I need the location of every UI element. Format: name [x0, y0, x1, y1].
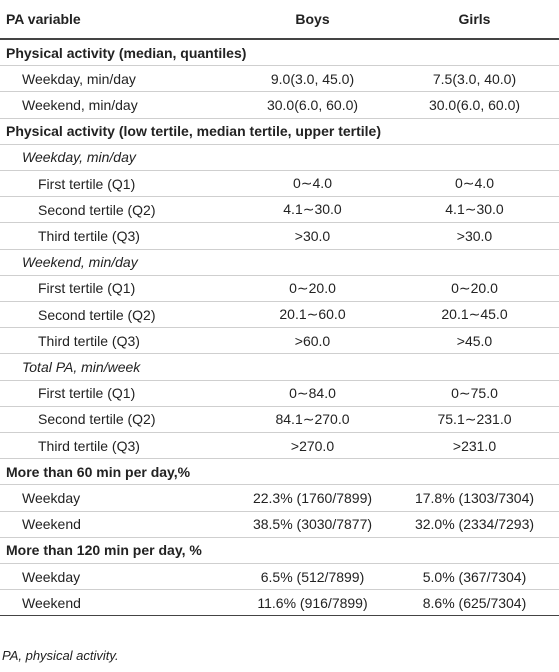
cell: 4.1∼30.0: [445, 201, 504, 218]
table-row: Weekend, min/day 30.0(6.0, 60.0) 30.0(6.0,…: [0, 92, 559, 119]
cell: 30.0(6.0, 60.0): [266, 96, 359, 113]
table-row: First tertile (Q1) 0∼84.0 0∼75.0: [0, 381, 559, 407]
cell: >270.0: [290, 437, 335, 454]
cell: Girls: [458, 11, 491, 27]
table-row: Weekend, min/day: [0, 250, 559, 276]
cell: 38.5% (3030/7877): [252, 516, 373, 533]
cell: Third tertile (Q3): [38, 437, 140, 454]
table-row: Weekend 38.5% (3030/7877) 32.0% (2334/7293…: [0, 512, 559, 538]
cell: >60.0: [294, 332, 331, 349]
cell: 8.6% (625/7304): [422, 594, 527, 611]
cell: 6.5% (512/7899): [260, 568, 365, 585]
cell: Weekday: [22, 489, 81, 506]
cell: 5.0% (367/7304): [422, 568, 527, 585]
table-row: Weekday, min/day 9.0(3.0, 45.0) 7.5(3.0, 4…: [0, 66, 559, 93]
table-row: First tertile (Q1) 0∼4.0 0∼4.0: [0, 171, 559, 198]
footnote: PA, physical activity.: [2, 648, 119, 663]
table-row: Weekend 11.6% (916/7899) 8.6% (625/7304): [0, 590, 559, 617]
table-row: Third tertile (Q3) >60.0 >45.0: [0, 328, 559, 355]
cell: Second tertile (Q2): [38, 306, 156, 323]
table-row: More than 120 min per day, %: [0, 538, 559, 564]
cell: Physical activity (median, quantiles): [6, 44, 247, 61]
cell: 20.1∼60.0: [279, 306, 346, 323]
cell: Physical activity (low tertile, median t…: [6, 123, 381, 140]
cell: PA variable: [6, 11, 81, 27]
cell: Weekend, min/day: [22, 254, 138, 271]
cell: Weekday, min/day: [22, 149, 136, 166]
cell: Third tertile (Q3): [38, 332, 140, 349]
table-row: Weekday 6.5% (512/7899) 5.0% (367/7304): [0, 564, 559, 591]
cell: 11.6% (916/7899): [257, 594, 368, 611]
table-row: More than 60 min per day,%: [0, 459, 559, 486]
cell: 0∼84.0: [289, 384, 336, 401]
cell: 0∼75.0: [451, 384, 498, 401]
cell: Third tertile (Q3): [38, 227, 140, 244]
cell: >231.0: [452, 437, 497, 454]
header-row: PA variable Boys Girls: [0, 0, 559, 40]
cell: 20.1∼45.0: [441, 306, 508, 323]
cell: 0∼4.0: [293, 175, 332, 192]
table-row: Physical activity (low tertile, median t…: [0, 119, 559, 145]
table-row: Third tertile (Q3) >270.0 >231.0: [0, 433, 559, 460]
cell: 30.0(6.0, 60.0): [428, 96, 521, 113]
cell: 17.8% (1303/7304): [414, 489, 535, 506]
cell: 32.0% (2334/7293): [414, 516, 535, 533]
cell: 7.5(3.0, 40.0): [432, 70, 517, 87]
table-row: Second tertile (Q2) 4.1∼30.0 4.1∼30.0: [0, 197, 559, 224]
table-row: Third tertile (Q3) >30.0 >30.0: [0, 223, 559, 250]
table-row: Weekday 22.3% (1760/7899) 17.8% (1303/7304…: [0, 485, 559, 512]
cell: Weekend, min/day: [22, 96, 138, 113]
table-row: Second tertile (Q2) 84.1∼270.0 75.1∼231.0: [0, 407, 559, 433]
cell: >30.0: [294, 227, 331, 244]
cell: First tertile (Q1): [38, 385, 136, 402]
cell: >30.0: [456, 227, 493, 244]
cell: Second tertile (Q2): [38, 201, 156, 218]
cell: Weekday: [22, 568, 81, 585]
cell: First tertile (Q1): [38, 175, 136, 192]
table-row: Second tertile (Q2) 20.1∼60.0 20.1∼45.0: [0, 302, 559, 329]
cell: 0∼20.0: [289, 279, 336, 296]
cell: Total PA, min/week: [22, 358, 141, 375]
cell: 0∼4.0: [455, 175, 494, 192]
cell: 22.3% (1760/7899): [252, 489, 373, 506]
cell: 84.1∼270.0: [275, 410, 350, 427]
cell: First tertile (Q1): [38, 280, 136, 297]
cell: >45.0: [456, 332, 493, 349]
cell: More than 120 min per day, %: [6, 542, 202, 559]
cell: 4.1∼30.0: [283, 201, 342, 218]
cell: Weekend: [22, 594, 81, 611]
cell: 0∼20.0: [451, 279, 498, 296]
cell: More than 60 min per day,%: [6, 463, 191, 480]
cell: Weekend: [22, 516, 81, 533]
table-row: Total PA, min/week: [0, 354, 559, 381]
table-row: Physical activity (median, quantiles): [0, 40, 559, 67]
cell: Second tertile (Q2): [38, 411, 156, 428]
table-row: First tertile (Q1) 0∼20.0 0∼20.0: [0, 276, 559, 302]
cell: 75.1∼231.0: [437, 410, 512, 427]
cell: 9.0(3.0, 45.0): [270, 70, 355, 87]
cell: Boys: [295, 11, 330, 27]
table-row: Weekday, min/day: [0, 145, 559, 171]
cell: Weekday, min/day: [22, 70, 136, 87]
